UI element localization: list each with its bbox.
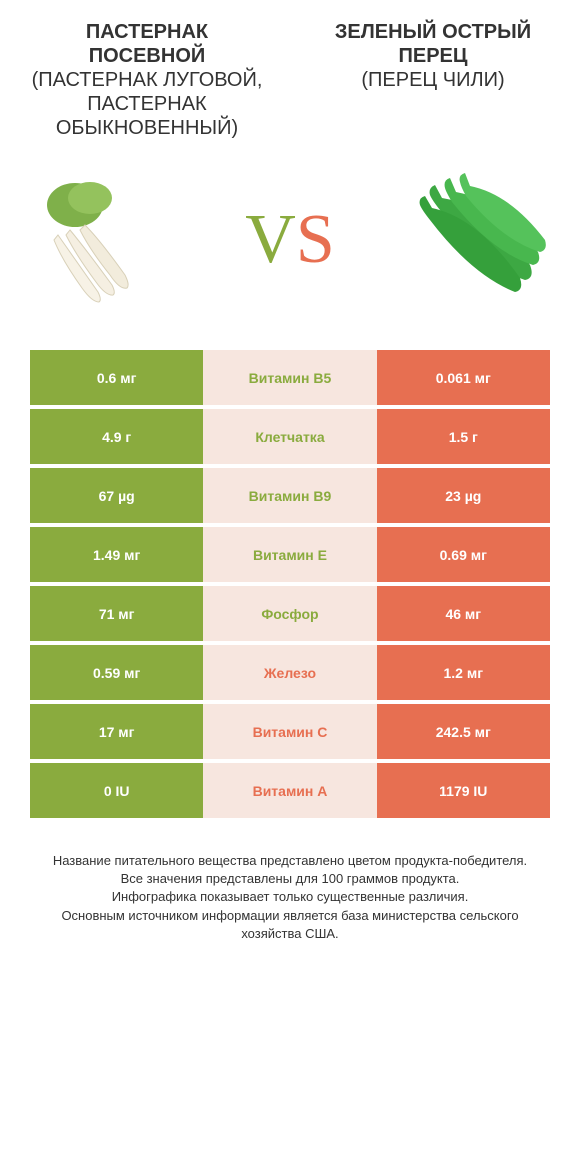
- cell-nutrient-label: Фосфор: [203, 586, 376, 641]
- cell-left-value: 0.6 мг: [30, 350, 203, 405]
- table-row: 4.9 гКлетчатка1.5 г: [30, 409, 550, 464]
- header: ПАСТЕРНАК ПОСЕВНОЙ (ПАСТЕРНАК ЛУГОВОЙ, П…: [0, 0, 580, 150]
- footer-line-3: Инфографика показывает только существенн…: [30, 888, 550, 906]
- cell-nutrient-label: Витамин B9: [203, 468, 376, 523]
- cell-nutrient-label: Витамин B5: [203, 350, 376, 405]
- table-row: 17 мгВитамин C242.5 мг: [30, 704, 550, 759]
- header-left: ПАСТЕРНАК ПОСЕВНОЙ (ПАСТЕРНАК ЛУГОВОЙ, П…: [30, 20, 264, 140]
- footer: Название питательного вещества представл…: [0, 822, 580, 963]
- cell-right-value: 23 µg: [377, 468, 550, 523]
- cell-right-value: 242.5 мг: [377, 704, 550, 759]
- footer-line-1: Название питательного вещества представл…: [30, 852, 550, 870]
- images-row: VS: [0, 150, 580, 350]
- cell-nutrient-label: Железо: [203, 645, 376, 700]
- right-food-subtitle: (ПЕРЕЦ ЧИЛИ): [316, 68, 550, 92]
- table-row: 0.6 мгВитамин B50.061 мг: [30, 350, 550, 405]
- table-row: 1.49 мгВитамин E0.69 мг: [30, 527, 550, 582]
- header-right: ЗЕЛЕНЫЙ ОСТРЫЙ ПЕРЕЦ (ПЕРЕЦ ЧИЛИ): [316, 20, 550, 140]
- cell-left-value: 71 мг: [30, 586, 203, 641]
- vs-label: VS: [245, 200, 335, 280]
- cell-left-value: 0.59 мг: [30, 645, 203, 700]
- table-row: 71 мгФосфор46 мг: [30, 586, 550, 641]
- cell-nutrient-label: Витамин A: [203, 763, 376, 818]
- table-row: 67 µgВитамин B923 µg: [30, 468, 550, 523]
- cell-right-value: 46 мг: [377, 586, 550, 641]
- left-food-title: ПАСТЕРНАК ПОСЕВНОЙ: [30, 20, 264, 68]
- cell-left-value: 67 µg: [30, 468, 203, 523]
- cell-right-value: 1.2 мг: [377, 645, 550, 700]
- cell-left-value: 4.9 г: [30, 409, 203, 464]
- cell-nutrient-label: Клетчатка: [203, 409, 376, 464]
- cell-nutrient-label: Витамин C: [203, 704, 376, 759]
- table-row: 0.59 мгЖелезо1.2 мг: [30, 645, 550, 700]
- cell-left-value: 1.49 мг: [30, 527, 203, 582]
- green-pepper-image: [400, 170, 550, 310]
- parsnip-image: [30, 170, 180, 310]
- cell-nutrient-label: Витамин E: [203, 527, 376, 582]
- cell-right-value: 1.5 г: [377, 409, 550, 464]
- vs-v: V: [245, 201, 296, 278]
- nutrition-table: 0.6 мгВитамин B50.061 мг4.9 гКлетчатка1.…: [0, 350, 580, 822]
- table-row: 0 IUВитамин A1179 IU: [30, 763, 550, 818]
- right-food-title: ЗЕЛЕНЫЙ ОСТРЫЙ ПЕРЕЦ: [316, 20, 550, 68]
- vs-s: S: [296, 201, 335, 278]
- cell-right-value: 0.69 мг: [377, 527, 550, 582]
- footer-line-2: Все значения представлены для 100 граммо…: [30, 870, 550, 888]
- cell-right-value: 1179 IU: [377, 763, 550, 818]
- footer-line-4: Основным источником информации является …: [30, 907, 550, 943]
- cell-left-value: 0 IU: [30, 763, 203, 818]
- left-food-subtitle: (ПАСТЕРНАК ЛУГОВОЙ, ПАСТЕРНАК ОБЫКНОВЕНН…: [30, 68, 264, 140]
- cell-left-value: 17 мг: [30, 704, 203, 759]
- cell-right-value: 0.061 мг: [377, 350, 550, 405]
